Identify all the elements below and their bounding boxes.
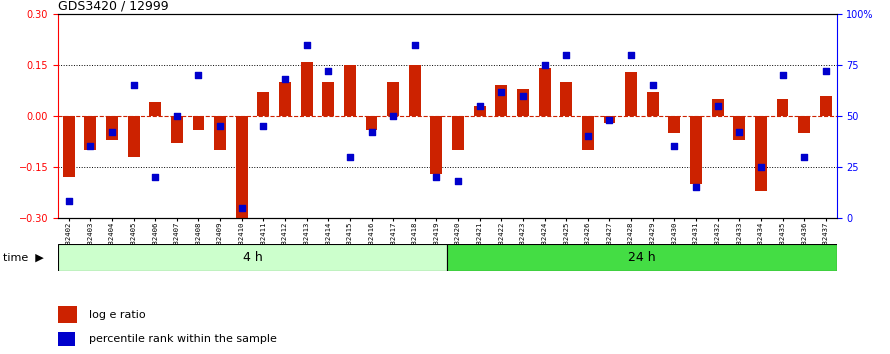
Point: [191, 73, 206, 78]
Bar: [473, 106, 486, 116]
Bar: [560, 82, 572, 116]
Point: [126, 82, 141, 88]
Bar: [582, 116, 594, 150]
Point: [603, 117, 617, 123]
Point: [689, 184, 703, 190]
Bar: [62, 116, 75, 177]
Point: [473, 103, 487, 109]
Point: [580, 133, 595, 139]
Point: [170, 113, 184, 119]
Point: [343, 154, 357, 159]
Bar: [517, 89, 529, 116]
Bar: [496, 85, 507, 116]
Bar: [58, 332, 75, 346]
Point: [775, 73, 789, 78]
Bar: [668, 116, 680, 133]
Point: [429, 174, 443, 180]
Point: [105, 129, 119, 135]
Bar: [257, 92, 270, 116]
Bar: [409, 65, 421, 116]
Point: [451, 178, 465, 184]
Bar: [214, 116, 226, 150]
Bar: [447, 244, 837, 271]
Text: GDS3420 / 12999: GDS3420 / 12999: [58, 0, 168, 13]
Text: 4 h: 4 h: [243, 251, 263, 264]
Bar: [301, 62, 312, 116]
Point: [494, 89, 508, 95]
Point: [732, 129, 747, 135]
Point: [321, 68, 336, 74]
Bar: [538, 68, 551, 116]
Bar: [712, 99, 724, 116]
Point: [819, 68, 833, 74]
Bar: [755, 116, 767, 190]
Text: percentile rank within the sample: percentile rank within the sample: [89, 333, 277, 344]
Text: time  ▶: time ▶: [3, 253, 44, 263]
Bar: [647, 92, 659, 116]
Text: log e ratio: log e ratio: [89, 309, 146, 320]
Point: [710, 103, 724, 109]
Point: [148, 174, 162, 180]
Bar: [344, 65, 356, 116]
Text: 24 h: 24 h: [628, 251, 656, 264]
Bar: [279, 82, 291, 116]
Bar: [690, 116, 702, 184]
Bar: [603, 116, 615, 123]
Point: [386, 113, 400, 119]
Bar: [150, 102, 161, 116]
Point: [213, 123, 227, 129]
Bar: [322, 82, 335, 116]
Bar: [58, 244, 447, 271]
Point: [754, 164, 768, 170]
Point: [645, 82, 659, 88]
Bar: [452, 116, 464, 150]
Bar: [431, 116, 442, 173]
Point: [235, 205, 249, 210]
Bar: [127, 116, 140, 156]
Bar: [192, 116, 205, 130]
Point: [538, 62, 552, 68]
Bar: [236, 116, 247, 218]
Bar: [820, 96, 832, 116]
Point: [300, 42, 314, 47]
Bar: [777, 99, 789, 116]
Bar: [733, 116, 745, 140]
Point: [559, 52, 573, 58]
Point: [61, 199, 76, 204]
Point: [83, 144, 97, 149]
Point: [278, 76, 292, 82]
Bar: [58, 306, 77, 323]
Bar: [366, 116, 377, 130]
Bar: [171, 116, 182, 143]
Bar: [798, 116, 810, 133]
Point: [516, 93, 530, 98]
Point: [797, 154, 812, 159]
Point: [408, 42, 422, 47]
Point: [668, 144, 682, 149]
Point: [624, 52, 638, 58]
Point: [256, 123, 271, 129]
Bar: [625, 72, 637, 116]
Bar: [387, 82, 399, 116]
Bar: [85, 116, 96, 150]
Bar: [106, 116, 117, 140]
Point: [364, 129, 378, 135]
